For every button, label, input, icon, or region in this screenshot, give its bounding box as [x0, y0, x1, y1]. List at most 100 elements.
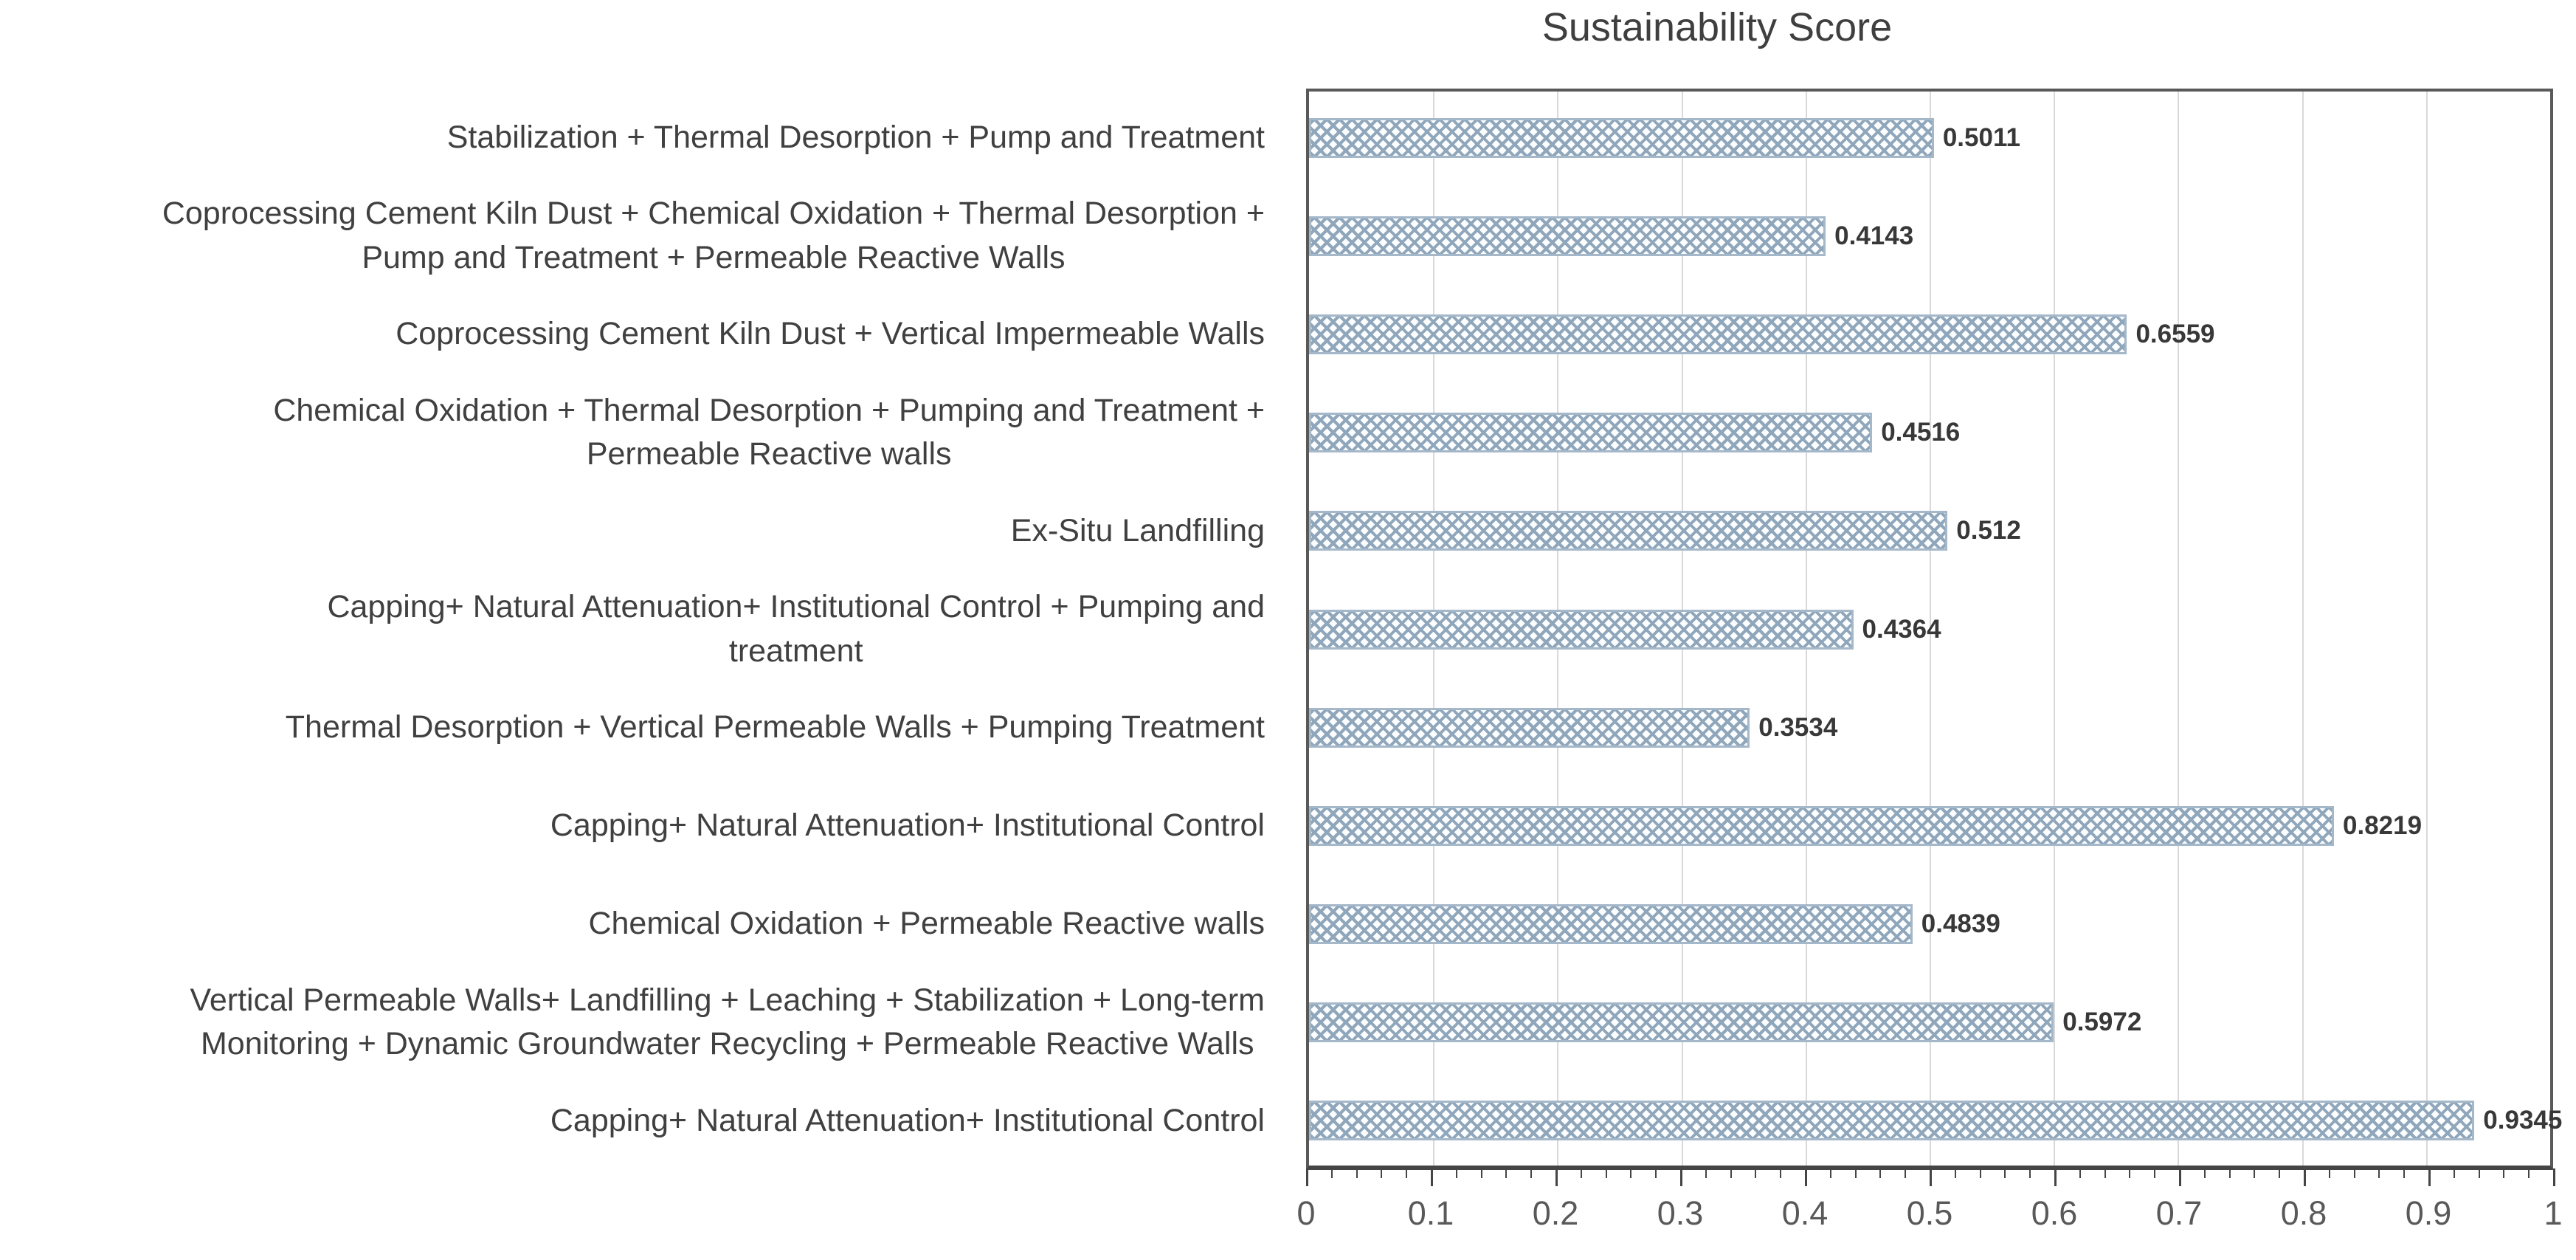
bar-track: 0.512: [1306, 482, 2553, 580]
value-label: 0.9345: [2483, 1106, 2563, 1135]
bar: [1309, 117, 1934, 158]
category-label-text: Vertical Permeable Walls+ Landfilling + …: [190, 982, 1265, 1062]
axis-minor-tick: [2129, 1168, 2131, 1178]
axis-major-tick: [1930, 1168, 1932, 1186]
axis-minor-tick: [2029, 1168, 2031, 1178]
axis-minor-tick: [2154, 1168, 2156, 1178]
axis-minor-tick: [1480, 1168, 1482, 1178]
value-label: 0.4839: [1921, 909, 2000, 939]
category-label: Thermal Desorption + Vertical Permeable …: [0, 706, 1296, 749]
axis-major-tick: [2428, 1168, 2431, 1186]
chart-row: Capping+ Natural Attenuation+ Institutio…: [0, 1072, 2576, 1170]
bar-track: 0.8219: [1306, 777, 2553, 875]
axis-minor-tick: [1356, 1168, 1358, 1178]
axis-minor-tick: [2254, 1168, 2256, 1178]
bar: [1309, 1101, 2475, 1141]
category-label-text: Stabilization + Thermal Desorption + Pum…: [446, 119, 1265, 155]
bar-track: 0.3534: [1306, 678, 2553, 777]
chart-title: Sustainability Score: [1541, 5, 1893, 49]
axis-minor-tick: [1755, 1168, 1757, 1178]
value-label: 0.6559: [2135, 319, 2215, 348]
bar-rows: Stabilization + Thermal Desorption + Pum…: [0, 89, 2576, 1170]
bar: [1309, 413, 1873, 453]
category-label-text: Capping+ Natural Attenuation+ Institutio…: [550, 1102, 1265, 1138]
axis-minor-tick: [1829, 1168, 1831, 1178]
axis-minor-tick: [1630, 1168, 1632, 1178]
value-label: 0.3534: [1758, 712, 1838, 742]
axis-major-tick: [2553, 1168, 2555, 1186]
axis-minor-tick: [2478, 1168, 2480, 1178]
bar: [1309, 216, 1826, 256]
chart-row: Stabilization + Thermal Desorption + Pum…: [0, 89, 2576, 187]
axis-major-tick: [2179, 1168, 2181, 1186]
chart-row: Coprocessing Cement Kiln Dust + Chemical…: [0, 187, 2576, 285]
axis-tick-label: 0: [1296, 1194, 1316, 1232]
axis-tick-label: 0.6: [2031, 1194, 2078, 1232]
axis-minor-tick: [2453, 1168, 2455, 1178]
value-label: 0.5972: [2062, 1008, 2142, 1037]
axis-tick-label: 0.4: [1781, 1194, 1829, 1232]
category-label: Ex-Situ Landfilling: [0, 509, 1296, 553]
bar-track: 0.4364: [1306, 580, 2553, 678]
chart-row: Chemical Oxidation + Thermal Desorption …: [0, 384, 2576, 482]
category-label: Coprocessing Cement Kiln Dust + Vertical…: [0, 312, 1296, 356]
value-label: 0.4143: [1834, 221, 1914, 250]
axis-minor-tick: [1905, 1168, 1907, 1178]
x-axis-ticks: [1306, 1168, 2555, 1189]
axis-minor-tick: [1406, 1168, 1408, 1178]
bar-track: 0.5972: [1306, 974, 2553, 1072]
value-label: 0.8219: [2343, 810, 2423, 840]
category-label: Coprocessing Cement Kiln Dust + Chemical…: [0, 192, 1296, 280]
axis-minor-tick: [1330, 1168, 1333, 1178]
category-label-text: Chemical Oxidation + Thermal Desorption …: [273, 392, 1265, 472]
bar: [1309, 1002, 2054, 1043]
category-label-text: Chemical Oxidation + Permeable Reactive …: [588, 906, 1265, 942]
chart-row: Capping+ Natural Attenuation+ Institutio…: [0, 580, 2576, 678]
chart-row: Capping+ Natural Attenuation+ Institutio…: [0, 777, 2576, 875]
bar-track: 0.4143: [1306, 187, 2553, 285]
axis-minor-tick: [1580, 1168, 1582, 1178]
axis-minor-tick: [2403, 1168, 2406, 1178]
axis-minor-tick: [2378, 1168, 2380, 1178]
bar: [1309, 511, 1948, 551]
category-label-text: Capping+ Natural Attenuation+ Institutio…: [550, 808, 1265, 844]
axis-minor-tick: [2353, 1168, 2355, 1178]
value-label: 0.4364: [1862, 614, 1941, 644]
axis-tick-label: 1: [2544, 1194, 2563, 1232]
axis-minor-tick: [1730, 1168, 1732, 1178]
axis-major-tick: [2304, 1168, 2306, 1186]
axis-minor-tick: [2279, 1168, 2281, 1178]
axis-minor-tick: [1854, 1168, 1857, 1178]
axis-minor-tick: [1954, 1168, 1956, 1178]
bar: [1309, 609, 1854, 650]
axis-tick-label: 0.2: [1532, 1194, 1579, 1232]
x-axis-tick-labels: 0 0.1 0.2 0.3 0.4 0.5 0.6 0.7 0.8 0.9 1: [1296, 1194, 2562, 1246]
category-label-text: Thermal Desorption + Vertical Permeable …: [285, 709, 1265, 746]
axis-major-tick: [1680, 1168, 1682, 1186]
category-label-text: Capping+ Natural Attenuation+ Institutio…: [327, 589, 1265, 669]
major-gridline: [2178, 92, 2180, 1166]
axis-major-tick: [1306, 1168, 1308, 1186]
axis-minor-tick: [1655, 1168, 1657, 1178]
bar: [1309, 805, 2334, 846]
chart-row: Thermal Desorption + Vertical Permeable …: [0, 678, 2576, 777]
axis-minor-tick: [1530, 1168, 1533, 1178]
category-label-text: Coprocessing Cement Kiln Dust + Chemical…: [162, 196, 1265, 275]
axis-tick-label: 0.7: [2155, 1194, 2203, 1232]
axis-minor-tick: [2503, 1168, 2505, 1178]
category-label-text: Coprocessing Cement Kiln Dust + Vertical…: [396, 316, 1265, 352]
category-label: Capping+ Natural Attenuation+ Institutio…: [0, 1099, 1296, 1143]
major-gridline: [2054, 92, 2056, 1166]
axis-major-tick: [1431, 1168, 1433, 1186]
category-label: Chemical Oxidation + Thermal Desorption …: [0, 389, 1296, 477]
value-label: 0.4516: [1881, 418, 1961, 447]
category-label-text: Ex-Situ Landfilling: [1010, 512, 1265, 548]
axis-tick-label: 0.8: [2280, 1194, 2327, 1232]
bar-track: 0.6559: [1306, 285, 2553, 383]
axis-minor-tick: [1979, 1168, 1981, 1178]
axis-minor-tick: [2328, 1168, 2330, 1178]
chart-row: Chemical Oxidation + Permeable Reactive …: [0, 875, 2576, 974]
bar-track: 0.4516: [1306, 384, 2553, 482]
bar-track: 0.9345: [1306, 1072, 2562, 1170]
chart-row: Vertical Permeable Walls+ Landfilling + …: [0, 974, 2576, 1072]
